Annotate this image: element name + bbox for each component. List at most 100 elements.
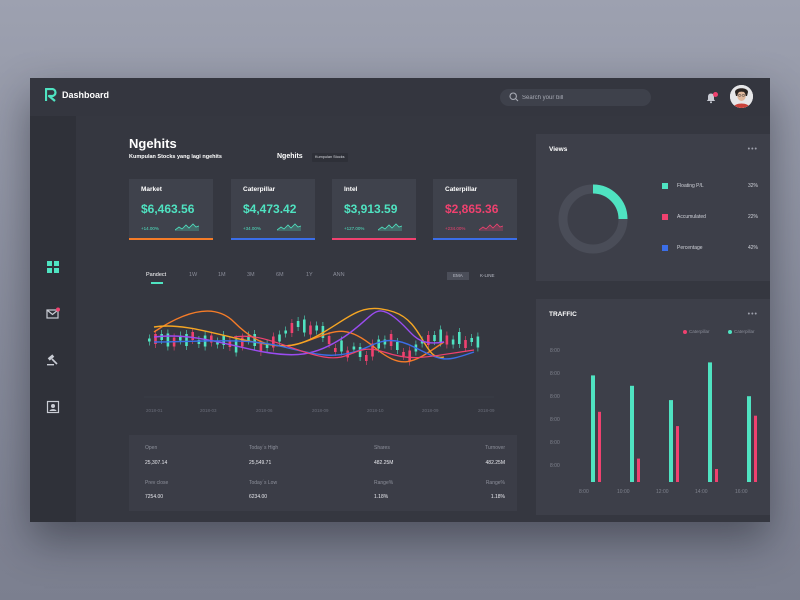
card-value: $2,865.36 <box>445 202 499 216</box>
candle <box>241 337 244 347</box>
candle <box>179 335 182 341</box>
card-accent-bar <box>129 238 213 240</box>
y-axis-label: 8:00 <box>550 417 560 423</box>
views-title: Views <box>549 146 568 153</box>
stock-card[interactable]: Market $6,463.56 +14.00% <box>129 179 213 240</box>
grid-icon[interactable] <box>46 260 60 274</box>
x-axis-label: 10:00 <box>617 489 630 495</box>
candle <box>278 334 281 342</box>
stock-chart[interactable] <box>144 302 494 407</box>
card-change: +34.00% <box>243 226 261 231</box>
stock-card[interactable]: Intel $3,913.59 +127.00% <box>332 179 416 240</box>
candle <box>284 330 287 334</box>
y-axis-label: 8:00 <box>550 463 560 469</box>
candle <box>458 332 461 344</box>
section-badge: Kumpulan Stocks <box>312 153 348 162</box>
candle <box>191 332 194 340</box>
search-icon <box>509 92 519 102</box>
sidebar <box>30 116 76 522</box>
tab-1w[interactable]: 1W <box>189 272 198 278</box>
search-input[interactable] <box>522 91 642 104</box>
gavel-icon[interactable] <box>46 352 60 366</box>
stat-label: Today´s Low <box>249 480 278 486</box>
stat-value: 1.18% <box>490 494 505 500</box>
legend-label: Caterpillar <box>689 329 710 334</box>
candle <box>340 340 343 352</box>
main-content: Ngehits Kumpulan Stocks yang lagi ngehit… <box>76 116 770 522</box>
page-title: Ngehits <box>129 136 177 151</box>
candle <box>148 338 151 342</box>
candle <box>408 350 411 362</box>
candle <box>334 348 337 352</box>
candle <box>365 355 368 361</box>
stock-card[interactable]: Caterpillar $2,865.36 +234.00% <box>433 179 517 240</box>
ema-toggle[interactable]: EMA <box>447 272 469 280</box>
legend-dot <box>683 329 687 334</box>
legend-value: 32% <box>747 183 758 189</box>
tab-ann[interactable]: ANN <box>333 272 345 278</box>
candle <box>253 334 256 346</box>
candle <box>210 335 213 343</box>
stock-card[interactable]: Caterpillar $4,473.42 +34.00% <box>231 179 315 240</box>
candle <box>303 319 306 333</box>
candle <box>166 333 170 347</box>
candle <box>185 334 188 346</box>
candle <box>352 346 356 350</box>
x-tick-label: 2018-09 <box>478 408 495 413</box>
more-icon[interactable]: ••• <box>747 311 758 318</box>
traffic-bar <box>598 411 601 482</box>
contact-card-icon[interactable] <box>46 400 60 414</box>
traffic-bar <box>708 362 712 482</box>
more-icon[interactable]: ••• <box>747 146 758 153</box>
search-box[interactable] <box>500 89 651 106</box>
candle <box>377 339 380 349</box>
card-change: +234.00% <box>445 226 466 231</box>
tab-1y[interactable]: 1Y <box>306 272 313 278</box>
logo-icon[interactable] <box>44 87 57 104</box>
candle <box>160 334 163 340</box>
stat-value: 25,307.14 <box>145 460 168 466</box>
candle <box>197 340 201 344</box>
candle <box>383 339 387 345</box>
stat-label: Range% <box>485 480 505 486</box>
candle <box>309 325 312 335</box>
stat-label: Shares <box>374 445 390 451</box>
candle <box>445 335 449 345</box>
traffic-bar <box>754 415 757 482</box>
legend-swatch <box>662 245 668 251</box>
card-name: Caterpillar <box>243 186 276 193</box>
stat-label: Prev close <box>145 480 169 486</box>
traffic-bar <box>715 469 718 482</box>
candle <box>439 329 442 343</box>
legend-value: 22% <box>747 214 758 220</box>
candle <box>476 336 480 348</box>
card-change: +127.00% <box>344 226 365 231</box>
sparkline-icon <box>175 223 199 231</box>
stat-label: Open <box>145 445 158 451</box>
stat-value: 482.25M <box>485 460 505 466</box>
stat-label: Turnover <box>485 445 505 451</box>
stats-panel: Open 25,307.14 Today´s High 25,549.71 Sh… <box>129 435 517 511</box>
legend-dot <box>728 329 732 334</box>
views-panel: Views ••• Floating P/L 32% Accumulated 2… <box>536 134 770 281</box>
x-tick-label: 2018-06 <box>256 408 273 413</box>
candle <box>451 339 455 345</box>
y-axis-label: 8:00 <box>550 348 560 354</box>
traffic-bar <box>591 375 595 482</box>
page-subtitle: Kumpulan Stocks yang lagi ngehits <box>129 154 222 160</box>
views-donut-chart <box>558 184 628 254</box>
legend-label: Caterpillar <box>734 329 755 334</box>
tab-3m[interactable]: 3M <box>247 272 255 278</box>
candle <box>216 341 219 345</box>
candle <box>247 335 250 341</box>
stat-label: Today´s High <box>249 445 279 451</box>
mail-icon[interactable] <box>46 307 60 321</box>
tab-1m[interactable]: 1M <box>218 272 226 278</box>
kline-toggle[interactable]: K-LINE <box>480 273 495 278</box>
stat-value: 7254.00 <box>145 494 164 500</box>
legend-value: 42% <box>747 245 758 251</box>
avatar[interactable] <box>730 85 753 108</box>
tab-pandect[interactable]: Pandect <box>146 272 167 278</box>
card-name: Intel <box>344 186 358 193</box>
tab-6m[interactable]: 6M <box>276 272 284 278</box>
